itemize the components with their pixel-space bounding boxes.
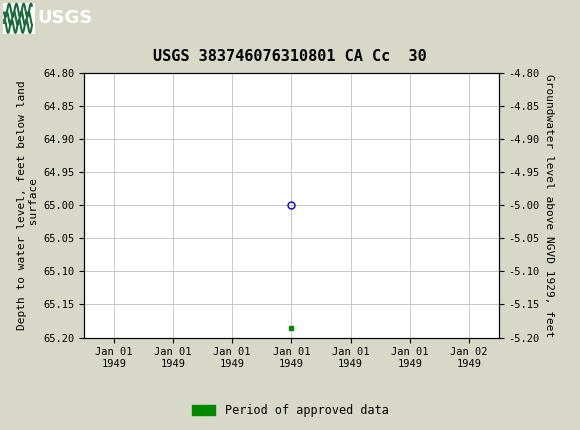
Y-axis label: Depth to water level, feet below land
 surface: Depth to water level, feet below land su…	[17, 80, 39, 330]
Y-axis label: Groundwater level above NGVD 1929, feet: Groundwater level above NGVD 1929, feet	[544, 74, 554, 337]
Text: USGS: USGS	[38, 9, 93, 27]
Text: USGS 383746076310801 CA Cc  30: USGS 383746076310801 CA Cc 30	[153, 49, 427, 64]
Bar	[3, 3, 35, 34]
Legend: Period of approved data: Period of approved data	[187, 399, 393, 422]
